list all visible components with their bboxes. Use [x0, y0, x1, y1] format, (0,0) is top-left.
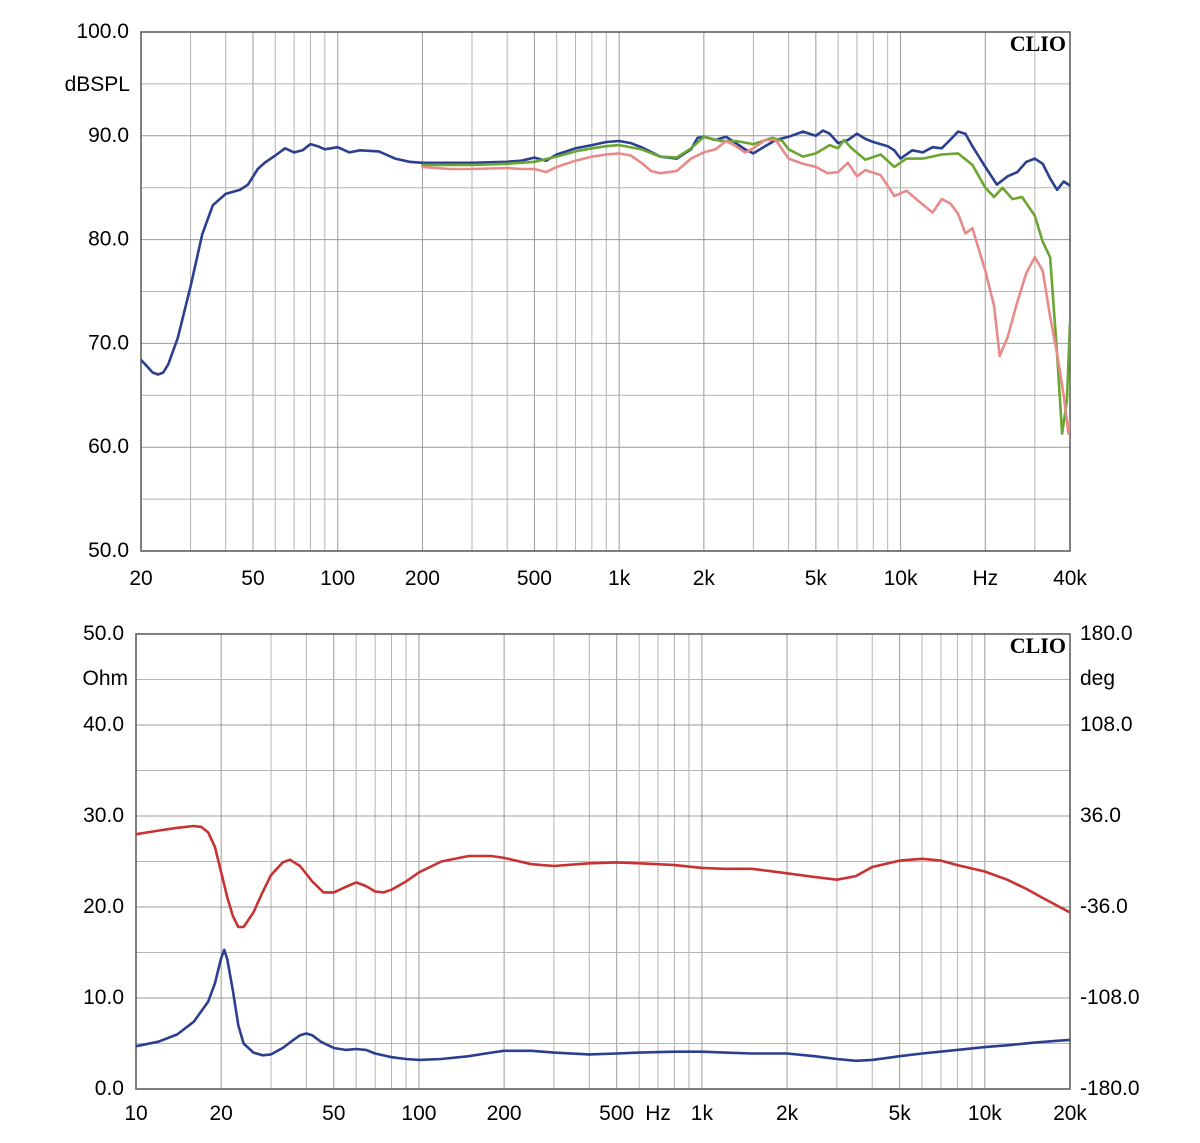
x-tick-label: 200: [405, 567, 440, 590]
y-tick-label: 90.0: [88, 124, 129, 147]
y-tick-label: 40.0: [83, 713, 124, 736]
y-tick-label: 30.0: [83, 804, 124, 827]
y-tick-label: 0.0: [95, 1077, 124, 1100]
x-tick-label: 200: [487, 1102, 522, 1125]
x-tick-label: 40k: [1053, 567, 1087, 590]
y-tick-label: 80.0: [88, 228, 129, 251]
spl-frequency-response-chart: 100.0 90.0 80.0 70.0 60.0 50.0 dBSPL 20 50 100 200…: [65, 20, 1088, 590]
x-tick-label: 5k: [805, 567, 828, 590]
y-right-tick-label: -36.0: [1080, 895, 1128, 918]
y-right-tick-label: 36.0: [1080, 804, 1121, 827]
series-line-2: [421, 135, 1070, 435]
clio-brand-label: CLIO: [1010, 633, 1066, 658]
y-tick-label: 50.0: [88, 539, 129, 562]
x-tick-label: 1k: [691, 1102, 714, 1125]
y-right-tick-label: 180.0: [1080, 622, 1133, 645]
y-right-tick-label: -180.0: [1080, 1077, 1140, 1100]
x-tick-label: 500: [517, 567, 552, 590]
y-tick-label: 60.0: [88, 435, 129, 458]
series-line-1: [141, 129, 1070, 376]
clio-brand-label: CLIO: [1010, 31, 1066, 56]
y-axis-label: Ohm: [82, 667, 128, 690]
x-tick-label: 10k: [968, 1102, 1002, 1125]
y-axis-label: dBSPL: [65, 73, 130, 96]
x-tick-label: 500: [599, 1102, 634, 1125]
x-tick-label: 100: [320, 567, 355, 590]
series-line-1: [136, 824, 1070, 929]
y-tick-label: 20.0: [83, 895, 124, 918]
x-tick-label: 10k: [884, 567, 918, 590]
series-line-2: [136, 948, 1070, 1063]
x-tick-label: 2k: [776, 1102, 799, 1125]
plot-frame: [135, 633, 1071, 1090]
x-tick-label: 100: [401, 1102, 436, 1125]
impedance-phase-chart: 50.0 40.0 30.0 20.0 10.0 0.0 180.0 108.0 36.0 -36…: [82, 622, 1139, 1125]
x-tick-label: 2k: [693, 567, 716, 590]
x-tick-label: 50: [241, 567, 264, 590]
y-tick-label: 70.0: [88, 331, 129, 354]
x-tick-label: Hz: [645, 1102, 671, 1125]
x-tick-label: 20: [209, 1102, 232, 1125]
y-right-tick-label: 108.0: [1080, 713, 1133, 736]
series-line-3: [421, 138, 1070, 435]
y-right-axis-label: deg: [1080, 667, 1115, 690]
y-tick-label: 100.0: [76, 20, 129, 43]
x-tick-label: 5k: [889, 1102, 912, 1125]
y-tick-label: 10.0: [83, 986, 124, 1009]
x-tick-label: 1k: [608, 567, 631, 590]
x-tick-label: Hz: [972, 567, 998, 590]
x-tick-label: 20: [129, 567, 152, 590]
plot-frame: [140, 31, 1071, 552]
x-tick-label: 10: [124, 1102, 147, 1125]
y-right-tick-label: -108.0: [1080, 986, 1140, 1009]
x-tick-label: 20k: [1053, 1102, 1087, 1125]
y-tick-label: 50.0: [83, 622, 124, 645]
x-tick-label: 50: [322, 1102, 345, 1125]
